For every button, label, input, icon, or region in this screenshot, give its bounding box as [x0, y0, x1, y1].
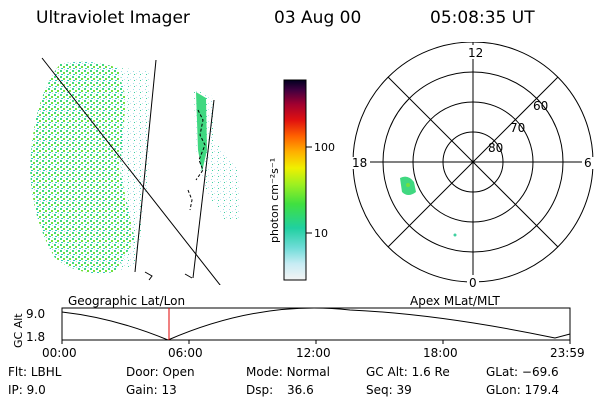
time-tick-2359: 23:59 — [550, 346, 585, 360]
glat-value: −69.6 — [521, 365, 559, 379]
alt-y-bottom: 1.8 — [26, 330, 45, 344]
apex-label: Apex MLat/MLT — [410, 294, 500, 308]
altitude-panel: GC Alt 9.0 1.8 — [12, 307, 571, 348]
mode-value: Normal — [286, 365, 330, 379]
time-label: 05:08:35 UT — [430, 8, 535, 28]
meridian-line-2 — [192, 99, 215, 279]
instrument-title: Ultraviolet Imager — [36, 8, 190, 28]
status-dsp: Dsp: 36.6 — [246, 383, 314, 397]
status-glat: GLat: −69.6 — [486, 365, 559, 379]
status-flt: Flt: LBHL — [8, 365, 61, 379]
time-tick-0600: 06:00 — [168, 346, 203, 360]
date-label: 03 Aug 00 — [274, 8, 362, 28]
mlt-label-18: 18 — [352, 156, 367, 170]
colorbar-tick-100: 100 — [314, 141, 335, 154]
alt-y-top: 9.0 — [26, 307, 45, 321]
mode-label: Mode: — [246, 365, 283, 379]
mlt-label-12: 12 — [468, 46, 483, 60]
ip-label: IP: — [8, 383, 23, 397]
coastline — [187, 109, 206, 211]
coastline-south — [144, 271, 193, 281]
mlt-label-0: 0 — [469, 276, 477, 290]
alt-axis-label: GC Alt — [12, 313, 25, 348]
meridian-line-1 — [134, 59, 157, 273]
glat-label: GLat: — [486, 365, 519, 379]
lat-label-60: 60 — [533, 99, 548, 113]
ip-value: 9.0 — [26, 383, 46, 397]
aurora-fringe — [115, 68, 150, 272]
colorbar-gradient — [283, 79, 307, 281]
lat-label-70: 70 — [510, 121, 525, 135]
seq-value: 39 — [396, 383, 412, 397]
dsp-label: Dsp: — [246, 383, 274, 397]
colorbar: 100 10 photon cm⁻²s⁻¹ — [268, 79, 335, 281]
status-seq: Seq: 39 — [366, 383, 412, 397]
geographic-image — [30, 57, 240, 285]
geographic-label: Geographic Lat/Lon — [68, 294, 186, 308]
flt-value: LBHL — [30, 365, 62, 379]
door-label: Door: — [126, 365, 159, 379]
gain-label: Gain: — [126, 383, 158, 397]
status-ip: IP: 9.0 — [8, 383, 46, 397]
status-gain: Gain: 13 — [126, 383, 177, 397]
lat-label-80: 80 — [488, 141, 503, 155]
flt-label: Flt: — [8, 365, 27, 379]
time-tick-1800: 18:00 — [423, 346, 458, 360]
colorbar-unit-label: photon cm⁻²s⁻¹ — [268, 158, 281, 243]
gcalt-value: 1.6 Re — [411, 365, 450, 379]
alt-curve — [61, 307, 571, 341]
door-value: Open — [162, 365, 195, 379]
terminator-line-1 — [41, 57, 221, 285]
colorbar-tick-10: 10 — [314, 227, 328, 240]
mlt-label-6: 6 — [584, 156, 592, 170]
time-tick-1200: 12:00 — [296, 346, 331, 360]
seq-label: Seq: — [366, 383, 393, 397]
status-glon: GLon: 179.4 — [486, 383, 559, 397]
status-mode: Mode: Normal — [246, 365, 330, 379]
polar-plot: 12 18 6 0 60 70 80 — [352, 42, 596, 290]
status-door: Door: Open — [126, 365, 195, 379]
time-tick-0000: 00:00 — [42, 346, 77, 360]
alt-plot-frame — [61, 307, 571, 341]
dsp-value: 36.6 — [286, 383, 314, 397]
gcalt-label: GC Alt: — [366, 365, 408, 379]
status-gcalt: GC Alt: 1.6 Re — [366, 365, 450, 379]
glon-value: 179.4 — [524, 383, 559, 397]
glon-label: GLon: — [486, 383, 521, 397]
gain-value: 13 — [161, 383, 177, 397]
aurora-region-west — [30, 61, 135, 274]
